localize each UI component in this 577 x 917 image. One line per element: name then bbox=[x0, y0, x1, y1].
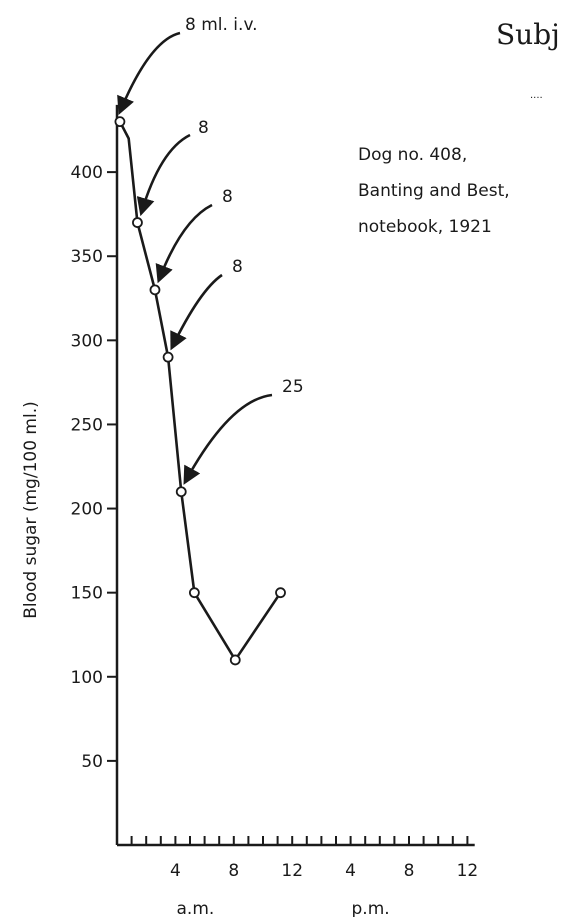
annotation-block: Dog no. 408, Banting and Best, notebook,… bbox=[358, 145, 510, 237]
data-point bbox=[162, 351, 174, 363]
y-tick-label: 400 bbox=[71, 163, 103, 183]
data-point bbox=[149, 284, 161, 296]
x-tick-label: 4 bbox=[170, 861, 181, 881]
injection-label: 8 bbox=[232, 257, 243, 277]
y-tick-label: 150 bbox=[71, 584, 103, 604]
y-tick-label: 300 bbox=[71, 331, 103, 351]
y-tick-label: 200 bbox=[71, 500, 103, 520]
axes: 50 100 150 200 250 300 350 400 4 8 12 4 8 12 a.m. p.m. bbox=[71, 104, 479, 917]
annotation-line-1: Dog no. 408, bbox=[358, 145, 467, 165]
y-axis-label: Blood sugar (mg/100 ml.) bbox=[21, 401, 41, 619]
injection-label: 8 ml. i.v. bbox=[185, 15, 258, 35]
injection-label: 25 bbox=[282, 377, 304, 397]
y-tick-label: 250 bbox=[71, 415, 103, 435]
period-label: p.m. bbox=[352, 899, 390, 917]
data-point bbox=[132, 217, 143, 228]
x-tick-label: 8 bbox=[404, 861, 415, 881]
injection-arrow bbox=[117, 31, 181, 115]
data-point bbox=[275, 587, 286, 599]
injection-label: 8 bbox=[222, 187, 233, 207]
x-tick-label: 4 bbox=[345, 861, 356, 881]
y-tick-label: 350 bbox=[71, 247, 103, 267]
injection-arrows: 8 ml. i.v. 8 8 8 25 bbox=[117, 15, 304, 485]
x-tick-label: 8 bbox=[228, 861, 239, 881]
data-point bbox=[229, 654, 241, 666]
injection-arrow bbox=[170, 273, 223, 351]
data-point bbox=[188, 587, 200, 599]
injection-arrow bbox=[136, 133, 191, 217]
series bbox=[114, 116, 286, 666]
y-tick-label: 100 bbox=[71, 668, 103, 688]
injection-arrow bbox=[155, 203, 213, 284]
injection-label: 8 bbox=[198, 118, 209, 138]
header-fragment: Subj bbox=[496, 18, 560, 51]
data-point bbox=[114, 116, 126, 128]
period-label: a.m. bbox=[177, 899, 215, 917]
y-tick-label: 50 bbox=[81, 752, 103, 772]
x-tick-label: 12 bbox=[457, 861, 479, 881]
annotation-line-3: notebook, 1921 bbox=[358, 217, 492, 237]
header-dots: .... bbox=[530, 90, 543, 101]
data-point bbox=[175, 486, 187, 498]
injection-arrow bbox=[183, 393, 273, 485]
x-tick-label: 12 bbox=[281, 861, 303, 881]
annotation-line-2: Banting and Best, bbox=[358, 181, 510, 201]
